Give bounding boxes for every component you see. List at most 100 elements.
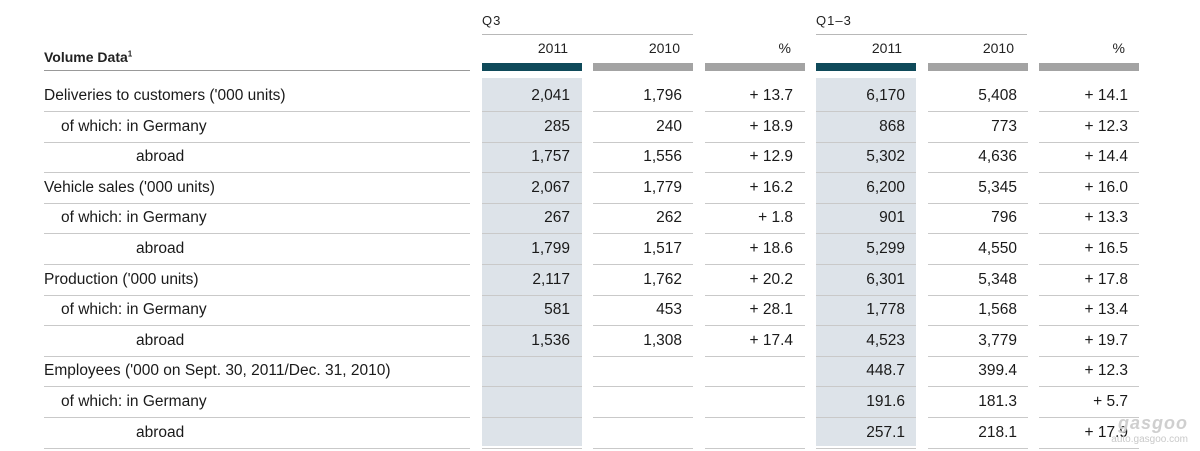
row-divider bbox=[44, 172, 470, 174]
row-divider bbox=[1039, 172, 1139, 174]
column-header-q13-2011: 2011 bbox=[871, 40, 902, 56]
column-header-q3-2010: 2010 bbox=[648, 40, 680, 56]
cell-q3-percent: + 18.9 bbox=[749, 117, 793, 135]
cell-q3-2010: 1,796 bbox=[643, 87, 682, 104]
row-divider bbox=[44, 264, 470, 265]
cell-q13-percent: + 5.7 bbox=[1093, 393, 1128, 410]
cell-q13-2010: 773 bbox=[991, 117, 1017, 135]
cell-q13-2010: 796 bbox=[991, 209, 1017, 227]
row-divider bbox=[816, 172, 916, 174]
cell-q3-percent: + 18.6 bbox=[749, 240, 793, 257]
row-divider bbox=[928, 447, 1028, 449]
row-divider bbox=[482, 355, 582, 357]
cell-q3-percent: + 16.2 bbox=[749, 178, 793, 196]
row-divider bbox=[1039, 386, 1139, 388]
row-divider bbox=[928, 141, 1028, 143]
row-divider bbox=[705, 325, 805, 327]
row-divider bbox=[816, 447, 916, 449]
row-label: Deliveries to customers ('000 units) bbox=[44, 87, 286, 104]
cell-q3-2011: 581 bbox=[544, 301, 570, 319]
row-divider bbox=[482, 417, 582, 418]
cell-q3-percent: + 1.8 bbox=[758, 209, 793, 227]
table-row: Vehicle sales ('000 units) 2,067 1,779 + 16… bbox=[0, 173, 1200, 204]
cell-q13-2011: 1,778 bbox=[866, 301, 905, 319]
header-bar-q3-2010 bbox=[593, 63, 693, 71]
cell-q13-2010: 5,408 bbox=[978, 87, 1017, 104]
cell-q3-2010: 240 bbox=[656, 117, 682, 135]
cell-q13-2010: 4,550 bbox=[978, 240, 1017, 257]
group-rule-q3 bbox=[482, 34, 693, 35]
cell-q3-percent: + 12.9 bbox=[749, 148, 793, 166]
row-label: abroad bbox=[136, 423, 185, 441]
row-divider bbox=[705, 202, 805, 204]
row-divider bbox=[482, 141, 582, 143]
cell-q3-2011: 2,117 bbox=[532, 270, 570, 288]
column-header-q13-percent: % bbox=[1112, 40, 1125, 56]
row-divider bbox=[593, 417, 693, 418]
cell-q13-percent: + 17.9 bbox=[1084, 423, 1128, 441]
cell-q3-percent: + 13.7 bbox=[749, 87, 793, 104]
cell-q13-2010: 3,779 bbox=[978, 331, 1017, 349]
row-label: Production ('000 units) bbox=[44, 270, 199, 288]
table-title: Volume Data1 bbox=[44, 49, 132, 65]
cell-q3-2011: 1,536 bbox=[531, 331, 570, 349]
row-divider bbox=[44, 417, 470, 418]
table-row: abroad 1,799 1,517 + 18.6 5,299 4,550 + 16.5 bbox=[0, 234, 1200, 265]
cell-q3-2010: 1,779 bbox=[643, 178, 682, 196]
row-divider bbox=[705, 264, 805, 265]
row-divider bbox=[816, 233, 916, 235]
cell-q13-percent: + 17.8 bbox=[1084, 270, 1128, 288]
row-divider bbox=[1039, 325, 1139, 327]
row-divider bbox=[593, 233, 693, 235]
cell-q13-2011: 448.7 bbox=[866, 362, 905, 380]
cell-q13-2010: 4,636 bbox=[978, 148, 1017, 166]
cell-q3-2010: 1,556 bbox=[643, 148, 682, 166]
row-divider bbox=[705, 294, 805, 296]
cell-q13-2011: 191.6 bbox=[866, 393, 905, 410]
row-divider bbox=[482, 447, 582, 449]
cell-q3-percent: + 28.1 bbox=[749, 301, 793, 319]
header-rule bbox=[44, 70, 470, 71]
row-divider bbox=[1039, 141, 1139, 143]
group-label-q1-3: Q1–3 bbox=[816, 13, 852, 28]
row-divider bbox=[482, 172, 582, 174]
cell-q13-percent: + 14.4 bbox=[1084, 148, 1128, 166]
column-header-q3-2011: 2011 bbox=[537, 40, 568, 56]
row-divider bbox=[482, 386, 582, 388]
row-divider bbox=[705, 141, 805, 143]
row-label: Employees ('000 on Sept. 30, 2011/Dec. 3… bbox=[44, 362, 391, 380]
cell-q3-2010: 1,517 bbox=[643, 240, 682, 257]
row-label: abroad bbox=[136, 331, 185, 349]
row-divider bbox=[44, 386, 470, 388]
table-row: abroad 1,536 1,308 + 17.4 4,523 3,779 + 19.7 bbox=[0, 326, 1200, 357]
row-divider bbox=[816, 325, 916, 327]
header-bar-q13-percent bbox=[1039, 63, 1139, 71]
row-divider bbox=[593, 447, 693, 449]
row-divider bbox=[1039, 447, 1139, 449]
row-divider bbox=[1039, 111, 1139, 112]
cell-q13-percent: + 16.0 bbox=[1084, 178, 1128, 196]
row-divider bbox=[482, 202, 582, 204]
cell-q3-2011: 2,041 bbox=[531, 87, 570, 104]
row-divider bbox=[705, 233, 805, 235]
row-divider bbox=[705, 386, 805, 388]
row-divider bbox=[1039, 264, 1139, 265]
table-title-text: Volume Data bbox=[44, 49, 128, 65]
table-row: of which: in Germany 267 262 + 1.8 901 796 + 1… bbox=[0, 203, 1200, 235]
row-divider bbox=[928, 325, 1028, 327]
cell-q13-2011: 5,299 bbox=[866, 240, 905, 257]
row-divider bbox=[1039, 202, 1139, 204]
table-row: abroad 257.1 218.1 + 17.9 bbox=[0, 418, 1200, 449]
row-divider bbox=[44, 325, 470, 327]
cell-q13-2011: 4,523 bbox=[866, 331, 905, 349]
cell-q13-percent: + 12.3 bbox=[1084, 117, 1128, 135]
row-divider bbox=[816, 141, 916, 143]
table-row: Production ('000 units) 2,117 1,762 + 20.2 6… bbox=[0, 265, 1200, 296]
row-divider bbox=[482, 325, 582, 327]
row-divider bbox=[928, 172, 1028, 174]
table-row: of which: in Germany 285 240 + 18.9 868 773 + … bbox=[0, 112, 1200, 143]
header-bar-q3-percent bbox=[705, 63, 805, 71]
row-divider bbox=[816, 264, 916, 265]
cell-q3-2011: 267 bbox=[544, 209, 570, 227]
row-divider bbox=[593, 355, 693, 357]
